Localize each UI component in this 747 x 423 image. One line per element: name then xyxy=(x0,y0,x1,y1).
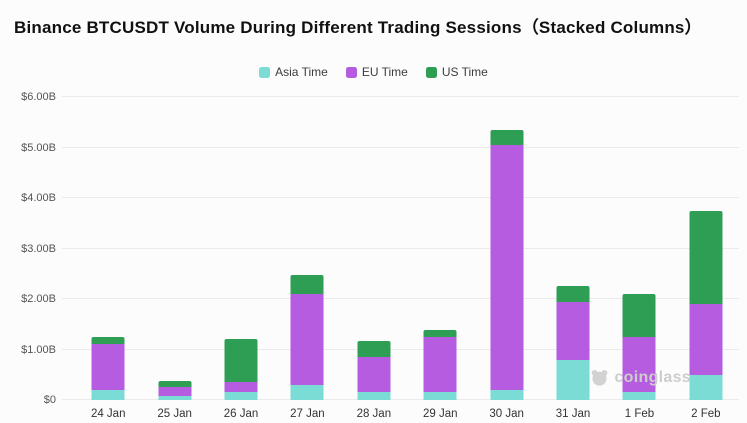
bar-group-28-jan[interactable] xyxy=(341,97,407,400)
gridline xyxy=(62,247,739,249)
bar-group-31-jan[interactable] xyxy=(540,97,606,400)
legend-swatch xyxy=(425,66,437,78)
bar-group-27-jan[interactable] xyxy=(274,97,340,400)
x-tick-label: 31 Jan xyxy=(555,408,591,420)
y-tick-label: $3.00B xyxy=(21,242,56,255)
bar-segment-us-time[interactable] xyxy=(423,330,457,337)
bars-layer xyxy=(75,97,739,400)
bar-segment-eu-time[interactable] xyxy=(490,144,524,390)
bar-segment-asia-time[interactable] xyxy=(91,389,125,400)
x-tick-label: 28 Jan xyxy=(356,408,392,420)
stacked-bar[interactable] xyxy=(91,336,125,400)
legend-swatch xyxy=(345,66,357,78)
x-tick-label: 25 Jan xyxy=(157,408,192,420)
bar-segment-us-time[interactable] xyxy=(490,129,524,145)
y-tick-label: $6.00B xyxy=(21,91,56,103)
bar-segment-eu-time[interactable] xyxy=(290,293,324,385)
coinglass-logo-icon xyxy=(590,368,609,387)
bar-group-1-feb[interactable] xyxy=(606,97,672,400)
bar-segment-us-time[interactable] xyxy=(224,339,258,383)
bar-segment-eu-time[interactable] xyxy=(224,382,258,393)
x-tick-label: 26 Jan xyxy=(223,408,259,420)
bar-segment-us-time[interactable] xyxy=(622,293,656,337)
y-tick-label: $0 xyxy=(43,394,56,406)
bar-segment-asia-time[interactable] xyxy=(423,392,457,400)
legend: Asia Time EU Time US Time xyxy=(0,65,747,79)
bar-segment-asia-time[interactable] xyxy=(290,384,324,400)
legend-label: Asia Time xyxy=(275,65,328,79)
bar-segment-eu-time[interactable] xyxy=(158,387,192,396)
gridline xyxy=(62,146,739,148)
bar-group-30-jan[interactable] xyxy=(473,97,539,400)
bar-group-29-jan[interactable] xyxy=(407,97,473,400)
x-tick-label: 1 Feb xyxy=(624,408,655,420)
y-tick-label: $5.00B xyxy=(21,141,56,154)
x-tick-label: 27 Jan xyxy=(290,408,325,420)
legend-label: EU Time xyxy=(361,65,408,79)
stacked-bar[interactable] xyxy=(224,339,258,400)
y-tick-label: $2.00B xyxy=(21,293,56,305)
chart-title: Binance BTCUSDT Volume During Different … xyxy=(14,18,702,37)
bar-segment-asia-time[interactable] xyxy=(490,389,524,400)
gridline xyxy=(62,348,739,350)
bar-segment-us-time[interactable] xyxy=(357,340,391,358)
stacked-bar[interactable] xyxy=(290,275,324,400)
bar-segment-eu-time[interactable] xyxy=(423,336,457,393)
bar-segment-eu-time[interactable] xyxy=(91,344,125,390)
bar-segment-us-time[interactable] xyxy=(689,210,723,305)
legend-item-us-time[interactable]: US Time xyxy=(425,65,488,79)
legend-label: US Time xyxy=(441,65,488,79)
y-tick-label: $1.00B xyxy=(21,343,56,356)
gridline xyxy=(62,197,739,198)
bar-segment-eu-time[interactable] xyxy=(357,357,391,393)
coinglass-watermark: coinglass xyxy=(590,368,691,387)
y-tick-label: $4.00B xyxy=(21,192,56,204)
bar-group-2-feb[interactable] xyxy=(673,97,739,400)
bar-segment-us-time[interactable] xyxy=(158,381,192,388)
stacked-bar[interactable] xyxy=(556,286,590,400)
plot-area xyxy=(62,96,739,400)
bar-segment-eu-time[interactable] xyxy=(622,336,656,393)
gridline xyxy=(62,399,739,400)
legend-swatch xyxy=(259,66,271,78)
stacked-bar[interactable] xyxy=(158,381,192,400)
bar-segment-asia-time[interactable] xyxy=(556,359,590,400)
coinglass-label: coinglass xyxy=(614,368,691,386)
bar-group-24-jan[interactable] xyxy=(75,97,141,400)
x-tick-label: 2 Feb xyxy=(691,408,721,420)
bar-group-25-jan[interactable] xyxy=(141,97,207,400)
gridline xyxy=(62,96,739,97)
bar-segment-asia-time[interactable] xyxy=(357,392,391,400)
legend-item-eu-time[interactable]: EU Time xyxy=(345,65,408,79)
bar-segment-eu-time[interactable] xyxy=(689,304,723,375)
x-tick-label: 29 Jan xyxy=(422,408,458,420)
bar-segment-asia-time[interactable] xyxy=(224,392,258,400)
bar-segment-us-time[interactable] xyxy=(290,275,324,294)
stacked-bar[interactable] xyxy=(357,340,391,400)
x-tick-label: 24 Jan xyxy=(90,408,126,420)
stacked-bar[interactable] xyxy=(423,330,457,400)
bar-group-26-jan[interactable] xyxy=(208,97,274,400)
bar-segment-eu-time[interactable] xyxy=(556,301,590,360)
bar-segment-asia-time[interactable] xyxy=(689,374,723,400)
stacked-bar[interactable] xyxy=(490,129,524,400)
stacked-bar[interactable] xyxy=(622,293,656,400)
stacked-bar[interactable] xyxy=(689,210,723,400)
x-axis: 24 Jan 25 Jan 26 Jan 27 Jan 28 Jan 29 Jan 30 J… xyxy=(75,408,739,420)
legend-item-asia-time[interactable]: Asia Time xyxy=(259,65,328,79)
gridline xyxy=(62,298,739,299)
bar-segment-asia-time[interactable] xyxy=(158,395,192,400)
x-tick-label: 30 Jan xyxy=(489,408,524,420)
bar-segment-us-time[interactable] xyxy=(556,286,590,302)
bar-segment-us-time[interactable] xyxy=(91,336,125,345)
bar-segment-asia-time[interactable] xyxy=(622,392,656,400)
